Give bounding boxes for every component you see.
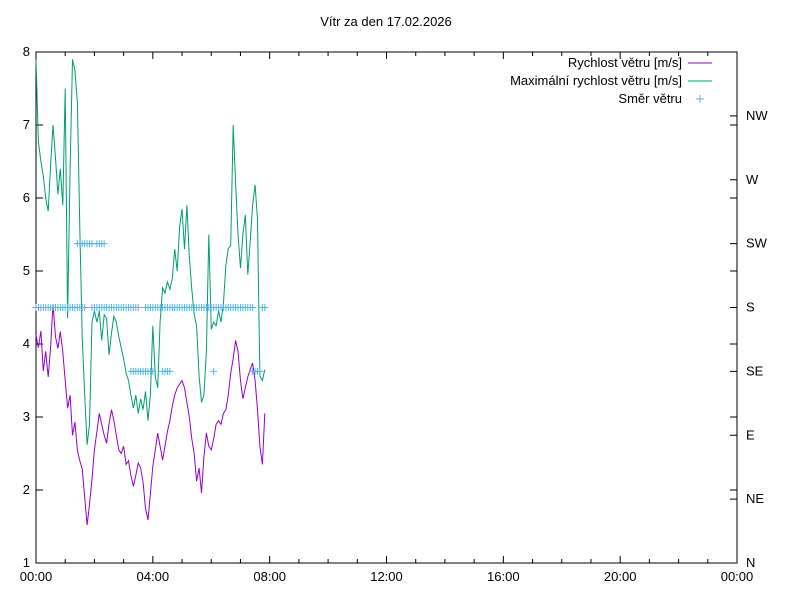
x-axis-tick-label: 12:00 <box>370 569 403 584</box>
y-axis-tick-label: 8 <box>23 44 30 59</box>
max_wind_speed-line <box>35 59 266 445</box>
wind-direction-marker-S <box>134 304 142 311</box>
wind-direction-marker-SE <box>210 367 218 375</box>
y-axis-tick-label: 7 <box>23 117 30 132</box>
y2-axis-direction-label: E <box>746 427 755 442</box>
y2-axis-direction-label: SW <box>746 236 768 251</box>
y2-axis-direction-label: N <box>746 555 755 570</box>
x-axis-tick-label: 04:00 <box>137 569 170 584</box>
y2-axis-direction-label: W <box>746 172 759 187</box>
y-axis-tick-label: 4 <box>23 336 30 351</box>
wind-direction-marker-SE <box>166 367 174 375</box>
plot-area: 00:00 04:00 08:00 12:00 16:00 20:00 00:0012345… <box>20 44 769 584</box>
legend-label-wind-direction: Směr větru <box>618 91 682 106</box>
wind-direction-marker-SE <box>256 367 264 375</box>
wind_speed-line <box>35 303 266 526</box>
y-axis-tick-label: 2 <box>23 482 30 497</box>
wind-direction-marker-S <box>249 304 257 311</box>
wind-direction-marker-SW <box>100 240 108 248</box>
x-axis-tick-label: 08:00 <box>253 569 286 584</box>
chart-legend: Rychlost větru [m/s] Maximální rychlost … <box>510 55 712 106</box>
y2-axis-direction-label: NW <box>746 108 768 123</box>
y-axis-tick-label: 6 <box>23 190 30 205</box>
y2-axis-direction-label: S <box>746 300 755 315</box>
y-axis-tick-label: 3 <box>23 409 30 424</box>
y-axis-tick-label: 1 <box>23 555 30 570</box>
wind-direction-marker-SE <box>149 367 157 375</box>
y2-axis-direction-label: SE <box>746 363 764 378</box>
wind-direction-marker-S <box>261 304 269 311</box>
y-axis-tick-label: 5 <box>23 263 30 278</box>
wind-direction-marker-S <box>81 304 89 311</box>
x-axis-tick-label: 00:00 <box>20 569 53 584</box>
legend-sample-plus-marker-icon <box>696 95 704 103</box>
y2-axis-direction-label: NE <box>746 491 764 506</box>
chart-title: Vítr za den 17.02.2026 <box>320 14 452 29</box>
x-axis-tick-label: 16:00 <box>487 569 520 584</box>
legend-label-max-wind-speed: Maximální rychlost větru [m/s] <box>510 73 682 88</box>
legend-label-wind-speed: Rychlost větru [m/s] <box>568 55 682 70</box>
x-axis-tick-label: 20:00 <box>604 569 637 584</box>
x-axis-tick-label: 00:00 <box>721 569 754 584</box>
